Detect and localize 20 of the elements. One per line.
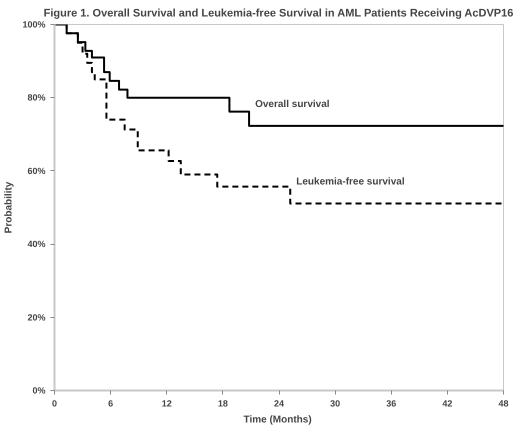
y-tick-label: 40% [27, 239, 46, 250]
y-tick-label: 80% [27, 92, 46, 103]
x-tick-label: 36 [386, 398, 396, 408]
x-tick-label: 12 [162, 398, 172, 408]
y-tick-label: 20% [27, 312, 46, 322]
x-tick-label: 6 [108, 398, 114, 408]
x-tick-label: 30 [330, 398, 340, 408]
y-axis-title: Probability [3, 181, 14, 234]
x-tick-label: 48 [498, 398, 509, 408]
series-label: Overall survival [255, 98, 330, 110]
x-tick-label: 24 [274, 398, 284, 408]
y-tick-label: 100% [22, 20, 46, 30]
x-tick-label: 42 [442, 398, 452, 408]
x-tick-label: 0 [52, 398, 58, 408]
y-tick-label: 0% [32, 386, 46, 396]
chart-title: Figure 1. Overall Survival and Leukemia-free Survival in AML Patients Receiving AcDVP16 [44, 8, 514, 20]
x-axis-title: Time (Months) [244, 414, 312, 426]
x-tick-label: 18 [218, 398, 228, 408]
series-label: Leukemia-free survival [296, 176, 405, 188]
y-tick-label: 60% [27, 166, 46, 176]
